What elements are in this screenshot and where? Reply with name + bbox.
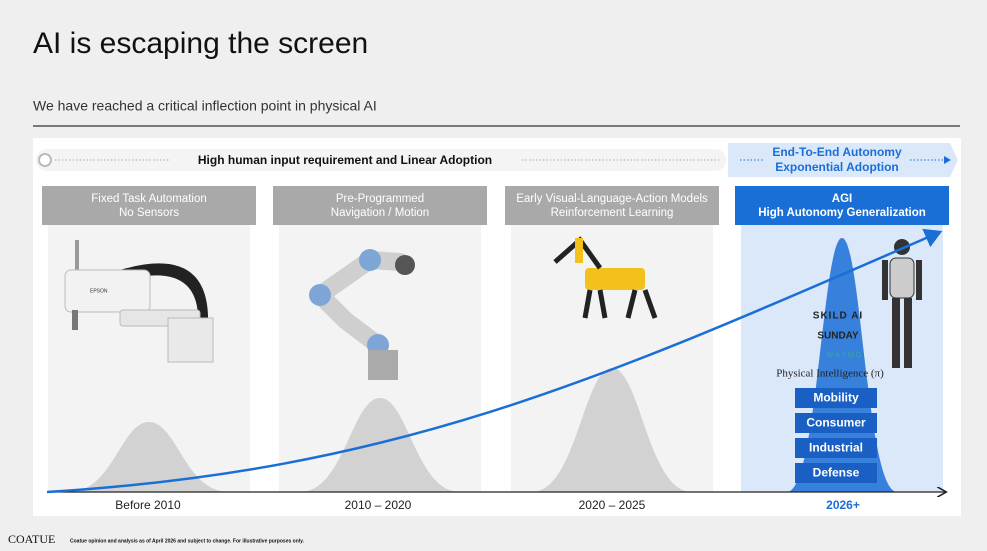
adoption-curve	[46, 228, 943, 494]
logo: WAYMO	[827, 352, 863, 359]
robot-brand: EPSON	[90, 288, 108, 294]
robot-dog	[553, 236, 658, 319]
period-label: 2026+	[826, 498, 860, 512]
segment-label: Defense	[813, 466, 860, 480]
segment-box	[795, 388, 877, 408]
banner-linear: High human input requirement and Linear …	[198, 153, 492, 167]
robot-scara: EPSON	[64, 240, 214, 363]
segment-label: Industrial	[809, 441, 863, 455]
bell-curve	[300, 398, 460, 492]
banner-dot	[38, 153, 52, 167]
column-heading: Navigation / Motion	[331, 207, 429, 219]
column-heading: No Sensors	[119, 207, 179, 219]
column-heading-box	[505, 186, 719, 225]
column-heading-box	[735, 186, 949, 225]
segment-label: Mobility	[813, 391, 859, 405]
column-heading: AGI	[832, 193, 852, 205]
robot-arm	[309, 249, 415, 380]
banner-exp: Exponential Adoption	[775, 160, 899, 174]
period-label: 2020 – 2025	[579, 498, 646, 512]
segment-box	[795, 463, 877, 483]
title: AI is escaping the screen	[33, 27, 368, 60]
segments: Mobility Consumer Industrial Defense	[795, 388, 877, 483]
column-heading: Early Visual-Language-Action Models	[516, 193, 708, 205]
segment-box	[795, 413, 877, 433]
robot-humanoid	[882, 239, 922, 368]
bell-curve	[69, 422, 229, 492]
column-heading: Fixed Task Automation	[91, 193, 207, 205]
subtitle: We have reached a critical inflection po…	[33, 98, 377, 114]
logo: Physical Intelligence (π)	[776, 368, 884, 380]
period-label: 2010 – 2020	[345, 498, 412, 512]
banner-pill	[36, 149, 726, 171]
logo: SKILD AI	[813, 311, 863, 322]
brand: COATUE	[8, 532, 55, 546]
column-heading: Reinforcement Learning	[551, 207, 674, 219]
segment-box	[795, 438, 877, 458]
column-heading-box	[42, 186, 256, 225]
column-heading: Pre-Programmed	[336, 193, 424, 205]
column-heading-box	[273, 186, 487, 225]
column-heading: High Autonomy Generalization	[758, 207, 926, 219]
banner-exp-box	[728, 143, 958, 177]
disclaimer: Coatue opinion and analysis as of April …	[70, 538, 305, 544]
logo: SUNDAY	[817, 331, 859, 342]
segment-label: Consumer	[806, 416, 866, 430]
banner-exp: End-To-End Autonomy	[772, 145, 902, 159]
bell-curve	[532, 368, 692, 492]
period-label: Before 2010	[115, 498, 181, 512]
